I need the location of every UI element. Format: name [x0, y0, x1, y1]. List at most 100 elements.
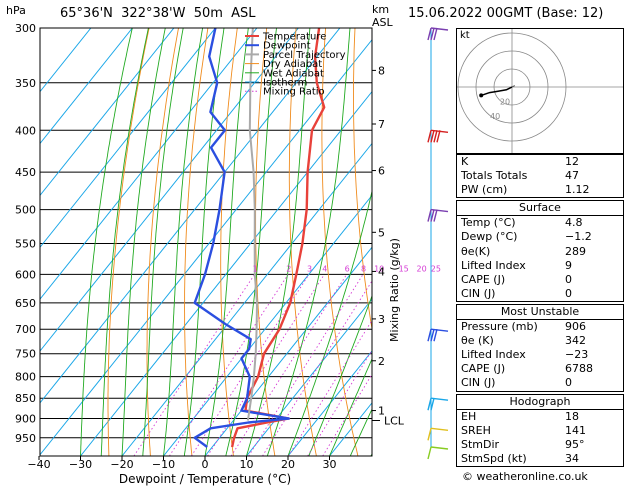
stat-row: CAPE (J) 6788 — [457, 362, 623, 376]
stat-row: PW (cm) 1.12 — [457, 183, 623, 197]
isotherm-line — [40, 28, 92, 93]
most-unstable-section: Most Unstable Pressure (mb) 906 θe (K) 342 L… — [456, 303, 624, 392]
wet-adiabat-line — [308, 294, 372, 456]
mixing-ratio-label: 3 — [307, 264, 312, 273]
wet-adiabat-line — [163, 28, 204, 456]
most-unstable-title: Most Unstable — [457, 305, 623, 321]
mixing-ratio-line — [169, 274, 289, 456]
barb-feather — [427, 209, 432, 222]
location-title: 65°36'N 322°38'W 50m ASL — [60, 6, 256, 21]
barb-shaft — [430, 427, 449, 431]
temperature-tick-label: 0 — [202, 458, 209, 471]
isotherm-line — [40, 28, 299, 352]
barb-feather — [433, 130, 438, 143]
mixing-ratio-line — [248, 274, 364, 456]
isotherm-line — [40, 28, 216, 249]
legend-entry: Temperature — [262, 32, 326, 43]
stat-value: 141 — [565, 423, 586, 437]
stat-value: 342 — [565, 334, 586, 348]
pressure-tick-label: 350 — [15, 77, 36, 90]
km-tick-label: 1 — [378, 405, 385, 418]
mixing-ratio-label: 15 — [399, 264, 409, 273]
mixing-ratio-line — [230, 274, 347, 456]
stat-label: Lifted Index — [461, 348, 526, 362]
pressure-tick-label: 600 — [15, 268, 36, 281]
series-parcel-trajectory — [246, 28, 258, 421]
stat-row: StmSpd (kt) 34 — [457, 452, 623, 466]
dry-adiabat-line — [353, 28, 372, 332]
stat-row: SREH 141 — [457, 424, 623, 438]
axis-marks: 1 2 3 4 6 8 10 15 20 2530035040045050055060065070… — [15, 22, 441, 486]
stat-label: EH — [461, 409, 477, 423]
km-tick-label: 4 — [378, 265, 385, 278]
stat-row: Lifted Index −23 — [457, 348, 623, 362]
legend-entry: Isotherm — [263, 78, 307, 89]
stat-row: Dewp (°C) −1.2 — [457, 230, 623, 244]
isotherm-line — [163, 194, 372, 456]
stat-label: Lifted Index — [461, 258, 526, 272]
dry-adiabat-line — [321, 28, 359, 456]
stat-row: CIN (J) 0 — [457, 287, 623, 301]
series-dewpoint — [193, 28, 291, 448]
stat-label: CIN (J) — [461, 286, 496, 300]
stat-label: PW (cm) — [461, 183, 508, 197]
wet-adiabat-line — [287, 189, 372, 456]
wet-adiabat-line — [100, 28, 149, 456]
km-tick-label: 6 — [378, 165, 385, 178]
timestamp: 15.06.2022 00GMT (Base: 12) — [408, 6, 604, 21]
stat-value: 9 — [565, 258, 572, 272]
barb-feather — [436, 130, 441, 143]
barb-feather — [427, 446, 432, 460]
isotherm-line — [287, 350, 372, 456]
stat-value: 1.12 — [565, 183, 590, 197]
lcl-label: LCL — [384, 415, 405, 428]
isotherm-line — [80, 90, 372, 456]
dry-adiabat-line — [107, 28, 150, 456]
dry-adiabat-line — [220, 28, 238, 456]
hodograph-panel: kt 20 40 — [456, 28, 624, 154]
barb-feather — [427, 428, 432, 441]
mixing-ratio-label: 10 — [374, 264, 384, 273]
legend-entry: Mixing Ratio — [263, 87, 325, 98]
stat-row: Temp (°C) 4.8 — [457, 216, 623, 230]
stat-value: 18 — [565, 409, 579, 423]
dry-adiabat-line — [146, 28, 179, 456]
stat-label: CIN (J) — [461, 376, 496, 390]
pressure-tick-label: 900 — [15, 413, 36, 426]
mixing-ratio-line — [288, 319, 372, 456]
legend-entry: Wet Adiabat — [263, 68, 324, 79]
mixing-ratio-line — [262, 280, 372, 456]
background-lines — [40, 28, 372, 456]
isotherm-line — [40, 38, 372, 456]
km-unit-label: km — [372, 3, 390, 16]
isotherm-line — [121, 142, 372, 456]
mixing-ratio-line — [133, 274, 255, 456]
stat-value: 0 — [565, 376, 572, 390]
barb-feather — [427, 398, 432, 411]
stat-value: 95° — [565, 437, 585, 451]
barb-feather — [430, 27, 435, 41]
barb-feather — [430, 209, 435, 222]
temperature-tick-label: −20 — [110, 458, 133, 471]
stat-row: StmDir 95° — [457, 438, 623, 452]
stat-value: 6788 — [565, 362, 593, 376]
stat-row: CAPE (J) 0 — [457, 273, 623, 287]
wind-barb — [427, 27, 449, 41]
credit-text: © weatheronline.co.uk — [462, 470, 588, 483]
legend-entry: Dry Adiabat — [263, 59, 322, 70]
stat-value: 4.8 — [565, 216, 583, 230]
mixing-ratio-line — [207, 274, 325, 456]
barb-feather — [433, 209, 438, 222]
stat-label: Dewp (°C) — [461, 230, 518, 244]
stat-label: K — [461, 155, 469, 168]
wind-barb — [427, 446, 449, 460]
pressure-tick-label: 400 — [15, 124, 36, 137]
asl-unit-label: ASL — [372, 16, 393, 29]
stat-value: 906 — [565, 320, 586, 334]
wet-adiabat-line — [349, 408, 372, 456]
legend-entry: Dewpoint — [263, 41, 311, 52]
stat-value: 0 — [565, 272, 572, 286]
pressure-tick-label: 650 — [15, 297, 36, 310]
km-tick-label: 8 — [378, 64, 385, 77]
